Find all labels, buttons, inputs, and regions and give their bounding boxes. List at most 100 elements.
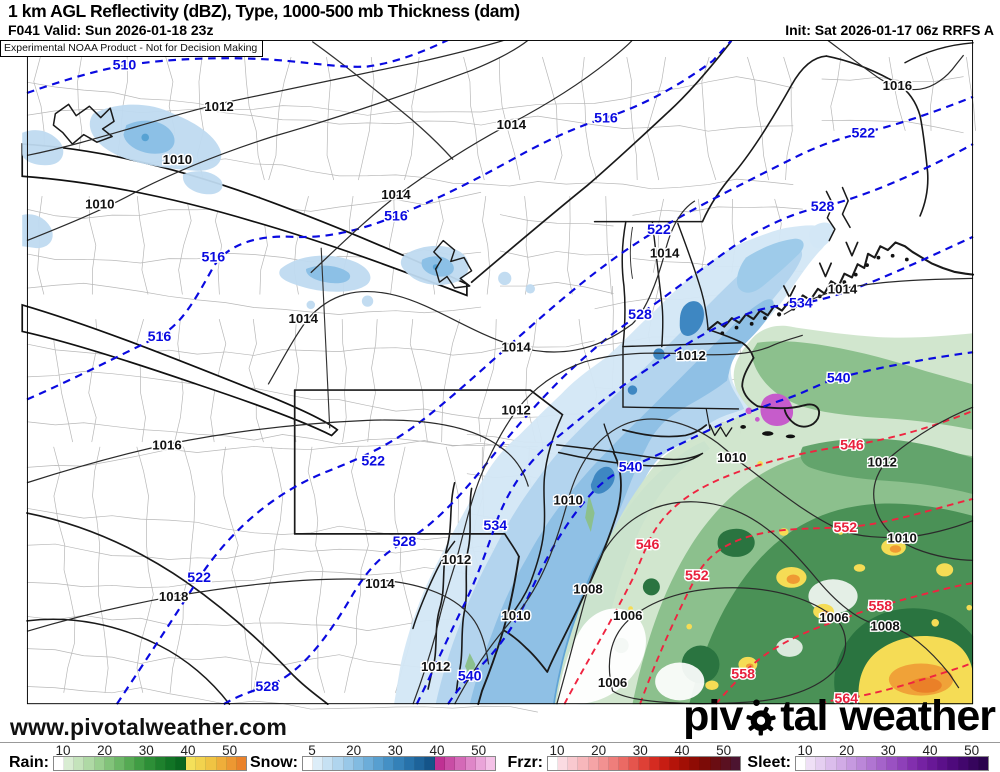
colorbar-segment bbox=[363, 757, 375, 770]
contour-label-552: 552 bbox=[685, 568, 709, 584]
legend-tick-label: 30 bbox=[880, 743, 896, 758]
legend-tick-label: 5 bbox=[308, 743, 316, 758]
colorbar-segment bbox=[475, 757, 486, 770]
legend-tick-label: 40 bbox=[429, 743, 445, 758]
contour-label-528: 528 bbox=[255, 679, 279, 695]
contour-label-1012: 1012 bbox=[421, 659, 450, 674]
legend-tick-label: 50 bbox=[471, 743, 487, 758]
colorbar-segment bbox=[485, 757, 495, 770]
colorbar-segment bbox=[958, 757, 969, 770]
legend-tick-label: 50 bbox=[222, 743, 238, 758]
contour-label-1014: 1014 bbox=[650, 246, 680, 261]
colorbar-segment bbox=[74, 757, 85, 770]
colorbar-segment bbox=[568, 757, 579, 770]
legend-tick-label: 20 bbox=[591, 743, 607, 758]
legend-tick-label: 10 bbox=[549, 743, 565, 758]
colorbar-segment bbox=[313, 757, 324, 770]
colorbar-segment bbox=[669, 757, 681, 770]
contour-label-1010: 1010 bbox=[553, 493, 582, 508]
colorbar-segment bbox=[938, 757, 949, 770]
legend-colorbar bbox=[53, 756, 247, 771]
legend-scale-rain: Rain: 10 20 30 40 50 bbox=[9, 743, 247, 772]
contour-label-1014: 1014 bbox=[828, 282, 858, 297]
legend-category-label: Frzr: bbox=[507, 754, 543, 771]
colorbar-segment bbox=[578, 757, 589, 770]
precip-type-legend: Rain: 10 20 30 40 50 Snow: 5 20 30 40 50 Frzr: 10 20 30… bbox=[0, 742, 1000, 772]
colorbar-segment bbox=[690, 757, 701, 770]
colorbar-segment bbox=[374, 757, 385, 770]
contour-label-1010: 1010 bbox=[501, 608, 530, 623]
colorbar-segment bbox=[796, 757, 807, 770]
logo-text-mid: tal bbox=[780, 692, 828, 740]
legend-category-label: Sleet: bbox=[747, 754, 791, 771]
pivotal-weather-logo: piv tal weather bbox=[683, 692, 996, 741]
reflectivity-map[interactable]: 510 516 516 516 516 522 522 522 522 528 528 528 528 5… bbox=[0, 40, 1000, 742]
colorbar-segment bbox=[125, 757, 136, 770]
colorbar-segment bbox=[353, 757, 364, 770]
legend-colorbar bbox=[547, 756, 741, 771]
colorbar-segment bbox=[907, 757, 918, 770]
contour-label-522: 522 bbox=[647, 222, 671, 238]
colorbar-segment bbox=[165, 757, 176, 770]
legend-scale-frzr: Frzr: 10 20 30 40 50 bbox=[507, 743, 741, 772]
colorbar-segment bbox=[887, 757, 898, 770]
contour-label-516: 516 bbox=[148, 329, 172, 345]
valid-time-label: F041 Valid: Sun 2026-01-18 23z bbox=[8, 22, 214, 38]
colorbar-segment bbox=[700, 757, 711, 770]
colorbar-segment bbox=[384, 757, 395, 770]
contour-label-1008: 1008 bbox=[870, 618, 899, 633]
disclaimer-box: Experimental NOAA Product - Not for Deci… bbox=[0, 40, 264, 57]
legend-tick-label: 30 bbox=[387, 743, 403, 758]
map-area[interactable]: 510 516 516 516 516 522 522 522 522 528 528 528 528 5… bbox=[0, 40, 1000, 742]
colorbar-segment bbox=[659, 757, 670, 770]
contour-label-1012: 1012 bbox=[204, 99, 233, 114]
contour-label-1012: 1012 bbox=[501, 403, 530, 418]
colorbar-segment bbox=[720, 757, 731, 770]
contour-label-510: 510 bbox=[113, 57, 137, 73]
colorbar-segment bbox=[877, 757, 888, 770]
legend-scale-sleet: Sleet: 10 20 30 40 50 bbox=[747, 743, 989, 772]
colorbar-segment bbox=[680, 757, 691, 770]
contour-label-552: 552 bbox=[833, 520, 857, 536]
colorbar-segment bbox=[135, 757, 146, 770]
contour-label-1012: 1012 bbox=[676, 348, 705, 363]
logo-text-suffix: weather bbox=[839, 692, 996, 740]
sleet-patch bbox=[745, 393, 794, 426]
colorbar-segment bbox=[114, 757, 126, 770]
colorbar-segment bbox=[856, 757, 868, 770]
colorbar-segment bbox=[629, 757, 640, 770]
colorbar-segment bbox=[465, 757, 476, 770]
contour-label-1014: 1014 bbox=[497, 117, 527, 132]
watermark: www.pivotalweather.com bbox=[10, 714, 288, 740]
contour-label-1010: 1010 bbox=[717, 450, 746, 465]
legend-tick-label: 40 bbox=[922, 743, 938, 758]
contour-label-1006: 1006 bbox=[598, 675, 627, 690]
colorbar-segment bbox=[897, 757, 908, 770]
contour-label-522: 522 bbox=[851, 125, 875, 141]
contour-label-1012: 1012 bbox=[442, 552, 471, 567]
contour-label-1008: 1008 bbox=[573, 581, 602, 596]
colorbar-segment bbox=[816, 757, 827, 770]
colorbar-segment bbox=[226, 757, 237, 770]
contour-label-522: 522 bbox=[187, 570, 211, 586]
colorbar-segment bbox=[64, 757, 75, 770]
colorbar-segment bbox=[639, 757, 650, 770]
logo-text-prefix: piv bbox=[683, 692, 743, 740]
legend-tick-label: 20 bbox=[97, 743, 113, 758]
colorbar-segment bbox=[104, 757, 115, 770]
contour-label-534: 534 bbox=[483, 518, 507, 534]
legend-tick-label: 20 bbox=[346, 743, 362, 758]
map-frame bbox=[26, 40, 974, 705]
legend-category-label: Rain: bbox=[9, 754, 49, 771]
contour-label-516: 516 bbox=[201, 249, 225, 265]
contour-label-1014: 1014 bbox=[381, 187, 411, 202]
legend-tick-label: 10 bbox=[55, 743, 71, 758]
legend-colorbar bbox=[302, 756, 496, 771]
colorbar-segment bbox=[917, 757, 929, 770]
colorbar-segment bbox=[867, 757, 878, 770]
isobars bbox=[26, 40, 974, 705]
colorbar-segment bbox=[84, 757, 95, 770]
colorbar-segment bbox=[303, 757, 314, 770]
init-time-label: Init: Sat 2026-01-17 06z RRFS A bbox=[785, 22, 994, 38]
